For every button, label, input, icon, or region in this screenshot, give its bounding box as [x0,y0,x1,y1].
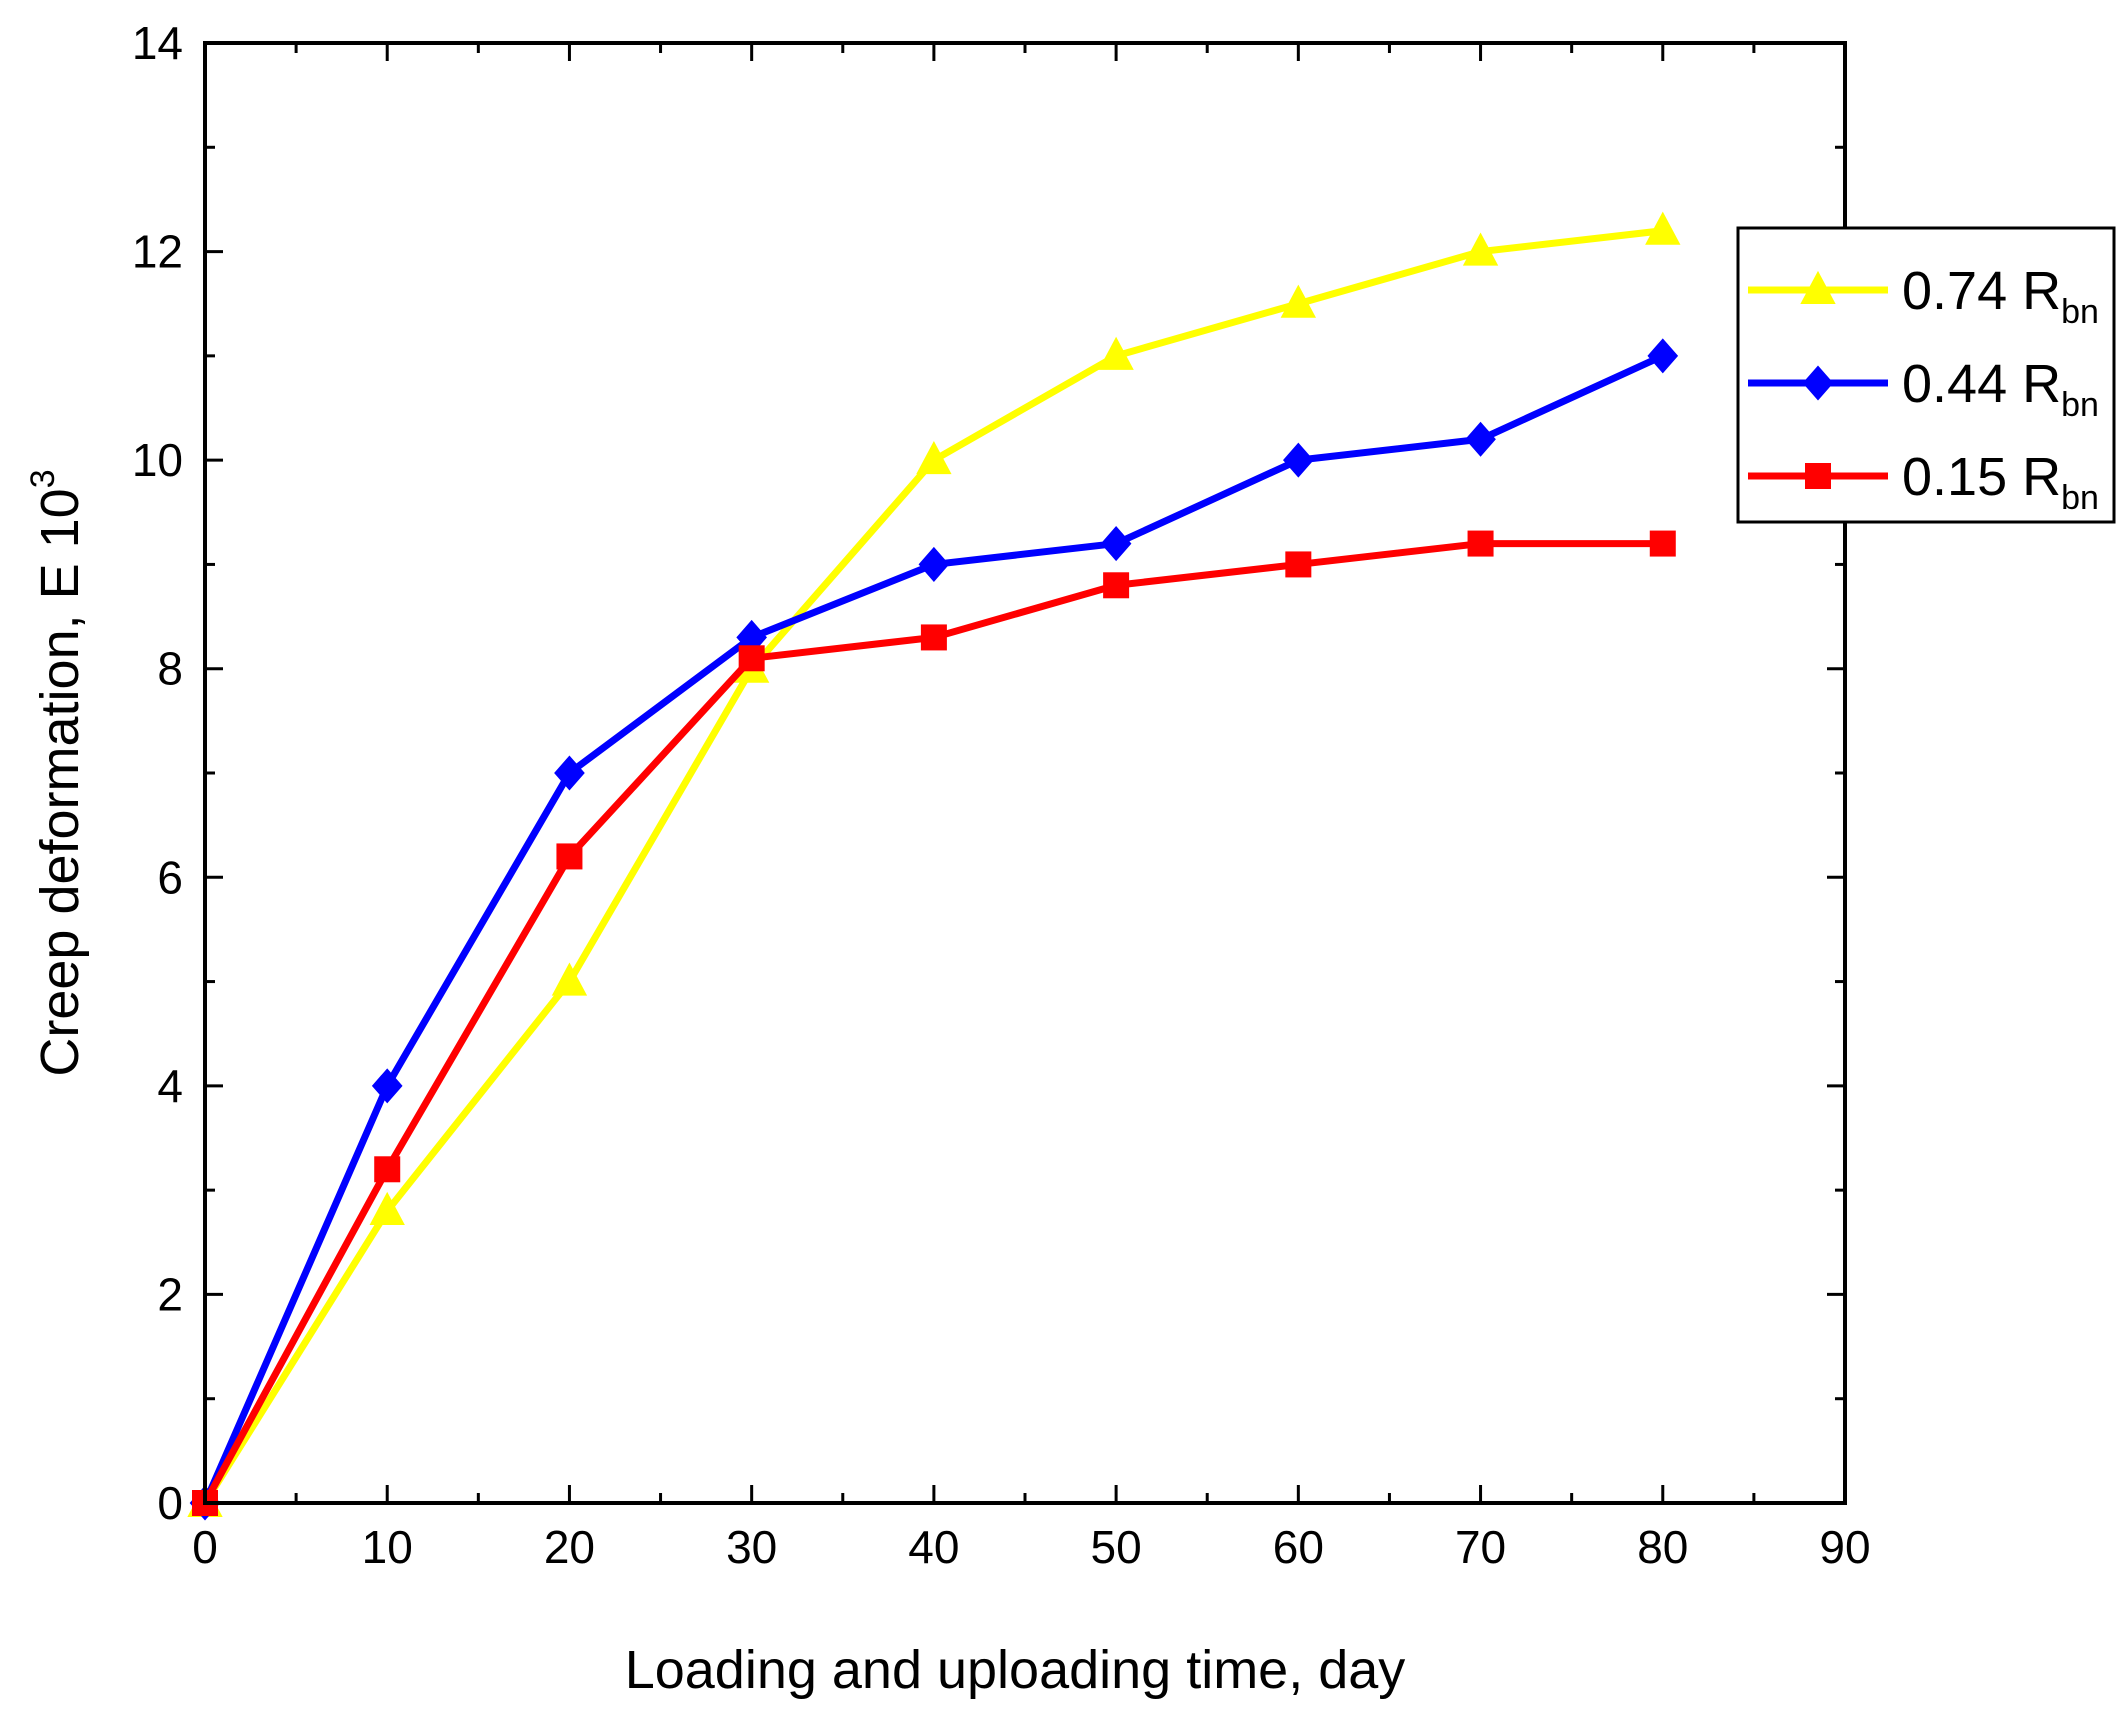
y-axis-title-sup: 3 [24,469,62,488]
legend-label: 0.74 Rbn [1902,261,2099,331]
data-point [1098,336,1134,370]
data-point [1280,284,1317,318]
data-point [1465,421,1496,457]
series-diamond [189,338,1679,1521]
data-point [1103,572,1130,599]
x-tick-label: 40 [908,1521,959,1573]
data-point [1285,551,1312,578]
data-point [918,546,950,582]
x-tick-label: 30 [726,1521,777,1573]
x-tick-label: 0 [192,1521,218,1573]
y-tick-label: 2 [157,1268,183,1320]
data-point [1647,338,1679,374]
data-point [369,1191,405,1225]
y-tick-label: 10 [132,434,183,486]
legend: 0.74 Rbn 0.44 Rbn 0.15 Rbn [1736,226,2116,524]
data-point [1467,530,1494,557]
plot-frame [203,41,1847,1505]
series-line [201,352,1665,1505]
ticks-layer [203,41,1847,1505]
legend-marker [1805,463,1831,489]
series-triangle [187,211,1681,1517]
y-axis-title-main: Creep deformation, E 10 [30,488,90,1076]
data-point [916,441,952,475]
legend-label: 0.44 Rbn [1902,354,2099,424]
y-tick-label: 6 [157,851,183,903]
data-point [738,645,765,672]
y-tick-label: 12 [132,226,183,278]
y-tick-label: 4 [157,1060,183,1112]
x-tick-label: 10 [362,1521,413,1573]
x-axis-title: Loading and uploading time, day [625,1640,1406,1700]
data-point [556,843,583,870]
x-tick-label: 90 [1819,1521,1870,1573]
data-point [1649,530,1676,557]
y-axis-title: Creep deformation, E 103 [24,469,90,1076]
data-point [920,624,947,651]
labels-layer: 0 10 20 30 40 50 60 70 80 90 0 2 4 6 8 10 12 14 [132,17,1871,1573]
x-tick-label: 60 [1273,1521,1324,1573]
data-point [1645,211,1681,245]
series-square [192,530,1676,1516]
x-tick-label: 20 [544,1521,595,1573]
legend-label: 0.15 Rbn [1902,447,2099,517]
data-point [1283,442,1314,478]
data-point [1462,232,1499,266]
x-tick-label: 50 [1091,1521,1142,1573]
x-tick-label: 70 [1455,1521,1506,1573]
data-point [551,962,588,996]
x-tick-label: 80 [1637,1521,1688,1573]
y-tick-label: 0 [157,1477,183,1529]
y-tick-label: 8 [157,643,183,695]
legend-marker [1800,270,1836,304]
data-point [374,1156,401,1183]
data-point [1100,526,1132,562]
legend-marker [1802,365,1834,401]
data-point [371,1068,403,1104]
series-layer [187,211,1681,1521]
data-point [554,755,585,791]
y-tick-label: 14 [132,17,183,69]
series-line [202,227,1664,1505]
